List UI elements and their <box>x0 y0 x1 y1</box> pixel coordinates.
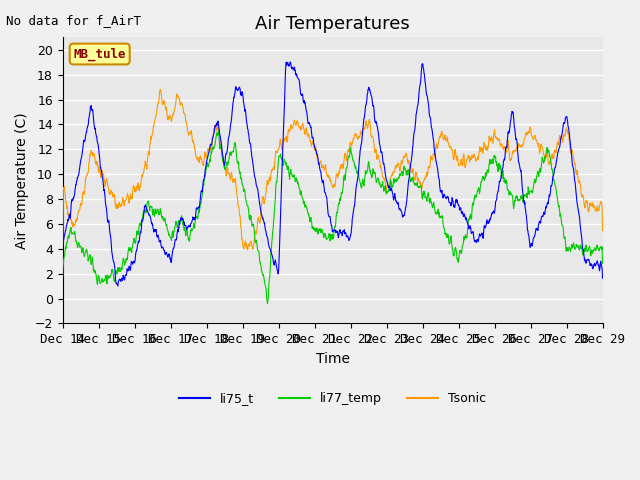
Title: Air Temperatures: Air Temperatures <box>255 15 410 33</box>
X-axis label: Time: Time <box>316 352 349 366</box>
Text: MB_tule: MB_tule <box>74 48 126 60</box>
Text: No data for f_AirT: No data for f_AirT <box>6 14 141 27</box>
Legend: li75_t, li77_temp, Tsonic: li75_t, li77_temp, Tsonic <box>173 387 492 410</box>
Y-axis label: Air Temperature (C): Air Temperature (C) <box>15 112 29 249</box>
